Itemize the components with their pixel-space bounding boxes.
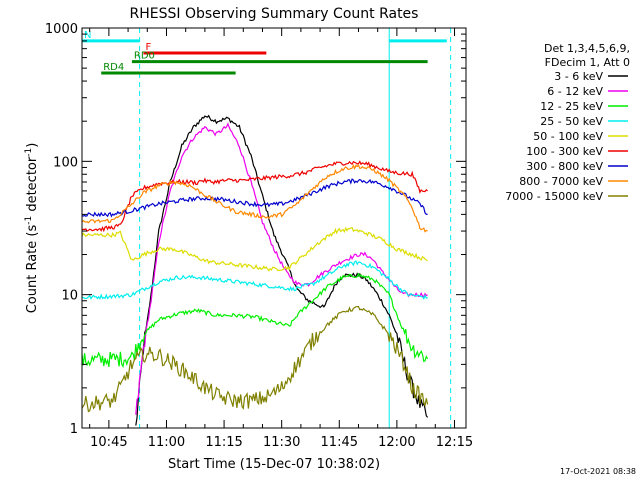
series-line-300-800-kev — [81, 178, 428, 218]
chart-title: RHESSI Observing Summary Count Rates — [130, 6, 419, 22]
legend-label-6-12-kev: 6 - 12 keV — [547, 85, 603, 98]
x-tick-label: 12:00 — [378, 435, 415, 450]
legend-label-3-6-kev: 3 - 6 keV — [554, 70, 603, 83]
x-tick-label: 12:15 — [436, 435, 473, 450]
legend-label-300-800-kev: 300 - 800 keV — [526, 160, 603, 173]
y-tick-label: 1000 — [45, 22, 78, 37]
series-line-7000-15000-kev — [81, 305, 429, 413]
legend-header-decimation: FDecim 1, Att 0 — [545, 56, 630, 69]
x-tick-label: 11:00 — [148, 435, 185, 450]
y-axis-label: Count Rate (s-1 detector-1) — [24, 143, 40, 314]
legend-label-12-25-kev: 12 - 25 keV — [540, 100, 603, 113]
annotation-label-rd4: RD4 — [103, 62, 124, 73]
series-line-3-6-kev — [135, 114, 429, 426]
legend-label-25-50-kev: 25 - 50 keV — [540, 115, 603, 128]
x-axis-label: Start Time (15-Dec-07 10:38:02) — [168, 457, 380, 472]
x-tick-label: 11:15 — [205, 435, 242, 450]
x-tick-label: 11:45 — [321, 435, 358, 450]
y-tick-label: 10 — [61, 289, 78, 304]
series-line-50-100-kev — [81, 226, 428, 272]
legend-label-100-300-kev: 100 - 300 keV — [526, 145, 603, 158]
series-line-6-12-kev — [135, 122, 428, 415]
legend-label-50-100-kev: 50 - 100 keV — [533, 130, 603, 143]
annotation-label-f: F — [145, 42, 151, 53]
legend-label-800-7000-kev: 800 - 7000 keV — [519, 175, 603, 188]
plot-frame — [81, 27, 467, 429]
y-tick-label: 100 — [53, 155, 78, 170]
legend-label-7000-15000-kev: 7000 - 15000 keV — [505, 190, 603, 203]
x-tick-label: 10:45 — [90, 435, 127, 450]
legend: Det 1,3,4,5,6,9, FDecim 1, Att 0 3 - 6 k… — [505, 42, 630, 203]
series-line-100-300-kev — [81, 160, 428, 233]
x-tick-label: 11:30 — [263, 435, 300, 450]
legend-header-detectors: Det 1,3,4,5,6,9, — [544, 42, 630, 55]
timestamp: 17-Oct-2021 08:38 — [560, 467, 636, 476]
series-line-12-25-kev — [81, 272, 429, 369]
series-line-25-50-kev — [81, 260, 428, 301]
annotation-label-n: N — [84, 30, 91, 41]
annotation-label-rd0: RD0 — [134, 51, 155, 62]
series-line-800-7000-kev — [81, 164, 428, 233]
y-tick-label: 1 — [70, 422, 78, 437]
